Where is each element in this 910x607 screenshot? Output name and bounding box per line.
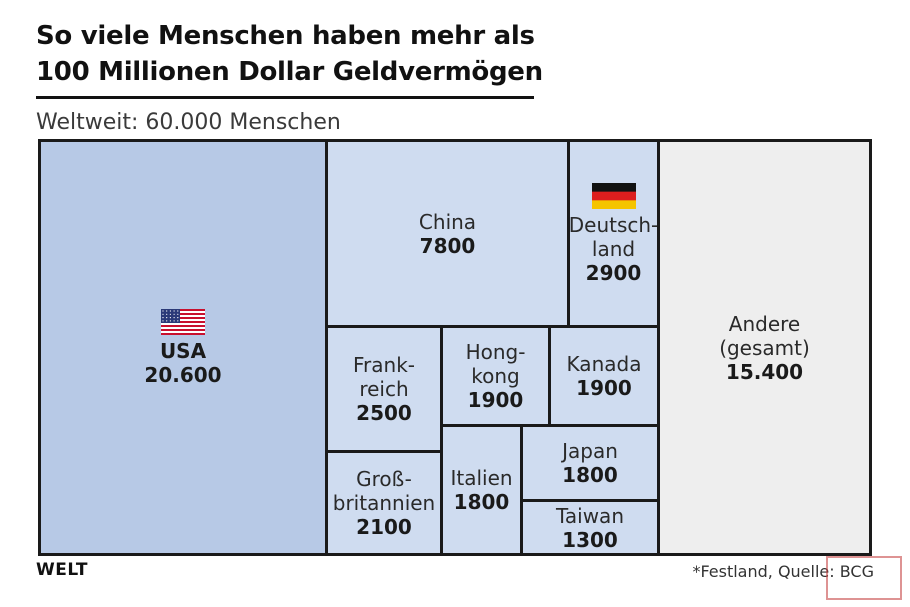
- treemap-cell-kanada: Kanada 1900: [548, 325, 660, 427]
- treemap-cell-italien: Italien 1800: [440, 424, 523, 556]
- treemap-cell-taiwan: Taiwan 1300: [520, 499, 660, 556]
- treemap-label-china: China: [418, 209, 477, 234]
- treemap-label-deutschland: Deutsch- land: [568, 212, 659, 261]
- treemap-label-hongkong: Hong- kong: [465, 340, 526, 388]
- germany-flag-icon: [591, 182, 636, 209]
- usa-flag-icon: [161, 308, 205, 335]
- source-footnote: *Festland, Quelle: BCG: [692, 562, 874, 581]
- title-divider: [36, 96, 534, 99]
- watermark-stamp: [826, 556, 902, 600]
- treemap-value-taiwan: 1300: [562, 527, 618, 552]
- treemap-value-italien: 1800: [453, 490, 510, 514]
- treemap-value-kanada: 1900: [576, 376, 632, 400]
- treemap-cell-china: China 7800: [325, 139, 570, 328]
- treemap-label-anderegesamt: Andere (gesamt): [719, 311, 810, 360]
- chart-title-line-1: So viele Menschen haben mehr als: [36, 21, 535, 51]
- chart-subtitle: Weltweit: 60.000 Menschen: [36, 110, 341, 135]
- treemap-label-taiwan: Taiwan: [555, 503, 624, 528]
- treemap-cell-japan: Japan 1800: [520, 424, 660, 502]
- treemap-cell-anderegesamt: Andere (gesamt) 15.400: [657, 139, 872, 556]
- treemap-value-anderegesamt: 15.400: [725, 359, 804, 384]
- chart-title-line-2: 100 Millionen Dollar Geldvermögen: [36, 57, 543, 87]
- treemap-value-japan: 1800: [562, 463, 618, 487]
- treemap-value-usa: 20.600: [144, 362, 222, 387]
- treemap-cell-frankreich: Frank- reich 2500: [325, 325, 443, 453]
- welt-logo: WELT: [36, 560, 88, 580]
- treemap-cell-deutschland: Deutsch- land 2900: [567, 139, 660, 328]
- treemap-label-japan: Japan: [562, 439, 618, 463]
- treemap-cell-usa: USA 20.600: [38, 139, 328, 556]
- treemap-value-frankreich: 2500: [356, 401, 412, 425]
- chart-title: So viele Menschen haben mehr als 100 Mil…: [36, 18, 556, 90]
- treemap-value-china: 7800: [419, 233, 476, 258]
- treemap-value-deutschland: 2900: [585, 260, 642, 285]
- treemap-label-kanada: Kanada: [566, 352, 642, 376]
- treemap-cell-hongkong: Hong- kong 1900: [440, 325, 551, 427]
- treemap-label-frankreich: Frank- reich: [352, 353, 415, 401]
- treemap-label-italien: Italien: [450, 466, 513, 490]
- treemap-value-grobritannien: 2100: [356, 515, 412, 539]
- treemap-label-usa: USA: [159, 338, 207, 363]
- treemap-label-grobritannien: Groß- britannien: [332, 467, 436, 515]
- treemap-value-hongkong: 1900: [467, 388, 524, 412]
- treemap-cell-grobritannien: Groß- britannien 2100: [325, 450, 443, 556]
